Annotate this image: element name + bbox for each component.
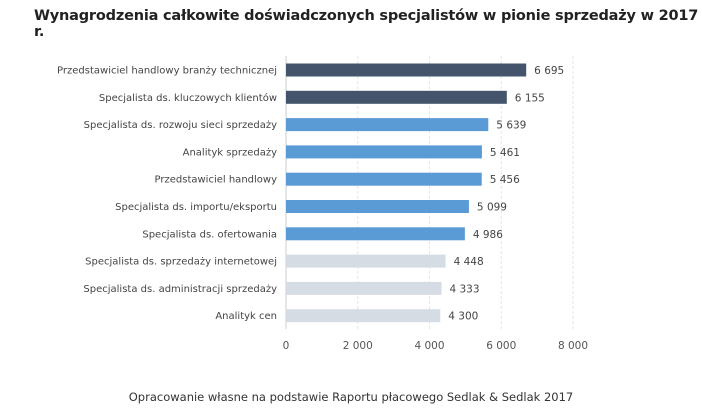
category-label: Specjalista ds. ofertowania: [142, 229, 277, 240]
x-tick-label: 6 000: [486, 340, 516, 352]
bar: [286, 118, 489, 132]
category-label: Specjalista ds. administracji sprzedaży: [83, 284, 277, 295]
category-label: Specjalista ds. kluczowych klientów: [99, 92, 277, 104]
x-tick-label: 4 000: [414, 340, 444, 352]
value-label: 6 155: [515, 92, 545, 104]
category-label: Specjalista ds. sprzedaży internetowej: [85, 257, 277, 268]
value-label: 5 456: [490, 174, 520, 186]
category-label: Specjalista ds. rozwoju sieci sprzedaży: [84, 120, 277, 131]
bar: [286, 254, 446, 268]
category-label: Przedstawiciel handlowy branży techniczn…: [57, 66, 277, 77]
category-label: Przedstawiciel handlowy: [155, 175, 278, 186]
value-label: 4 448: [454, 256, 484, 268]
bar: [286, 63, 527, 77]
value-label: 5 639: [496, 120, 526, 132]
x-tick-label: 8 000: [558, 340, 588, 352]
x-tick-label: 2 000: [343, 340, 373, 352]
x-tick-label: 0: [283, 340, 290, 352]
category-label: Specjalista ds. importu/eksportu: [115, 202, 277, 213]
value-label: 6 695: [534, 65, 564, 77]
bar: [286, 309, 441, 323]
bar: [286, 200, 469, 213]
bar: [286, 281, 442, 295]
chart-title: Wynagrodzenia całkowite doświadczonych s…: [34, 8, 699, 40]
value-label: 4 986: [473, 229, 503, 241]
category-label: Analityk sprzedaży: [183, 147, 277, 158]
value-label: 5 461: [490, 147, 520, 159]
category-label: Analityk cen: [215, 311, 277, 322]
bar: [286, 145, 482, 159]
bar: [286, 90, 507, 104]
chart-source: Opracowanie własne na podstawie Raportu …: [128, 390, 574, 404]
value-label: 4 333: [449, 283, 479, 295]
bar-chart: 0 2 000 4 000 6 000 8 000 Przedstawiciel hand…: [57, 56, 588, 352]
bar: [286, 172, 482, 186]
value-label: 5 099: [477, 202, 507, 214]
bar: [286, 227, 465, 241]
value-label: 4 300: [448, 311, 478, 323]
